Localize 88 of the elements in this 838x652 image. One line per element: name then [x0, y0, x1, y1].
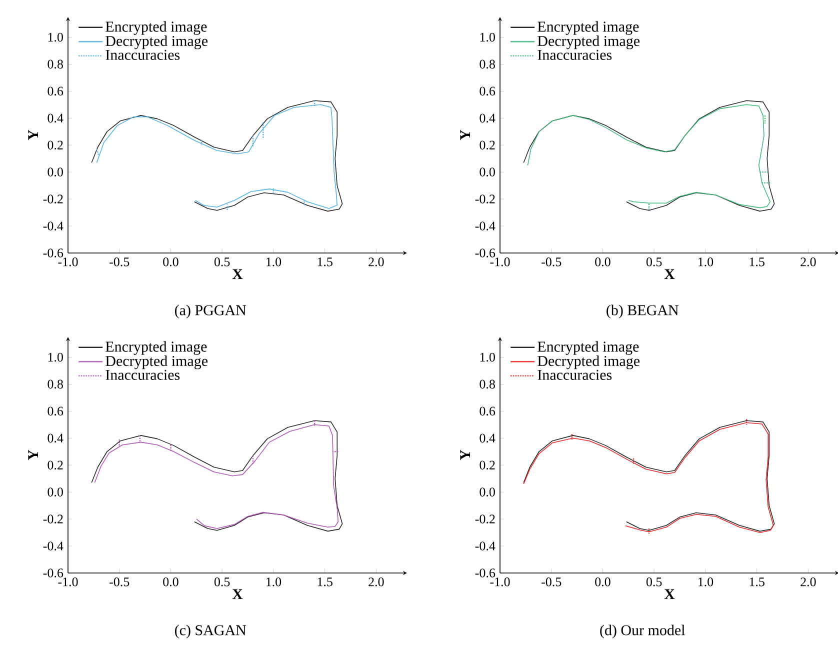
y-tick-label: -0.4 — [43, 542, 64, 550]
x-tick-label: 0.0 — [163, 578, 178, 586]
legend-label: Encrypted image — [538, 21, 639, 35]
y-tick-label: 1.0 — [480, 32, 495, 42]
x-tick-label: 0.0 — [163, 258, 178, 266]
x-tick-label: 1.0 — [698, 258, 714, 266]
y-tick-label: 0.4 — [48, 114, 64, 123]
y-tick-label: 0.2 — [480, 460, 495, 470]
legend-label: Decrypted image — [538, 36, 640, 50]
x-tick-label: -1.0 — [58, 578, 78, 586]
y-axis-title: Y — [28, 130, 38, 140]
x-tick-label: 0.5 — [214, 578, 230, 586]
x-axis-title: X — [664, 269, 675, 280]
y-tick-label: -0.2 — [475, 514, 495, 524]
y-tick-label: 1.0 — [48, 32, 63, 42]
x-tick-label: -0.5 — [542, 258, 562, 266]
x-tick-label: 1.0 — [266, 578, 282, 586]
legend-label: Decrypted image — [106, 356, 208, 370]
x-tick-label: 1.5 — [318, 578, 332, 586]
x-tick-label: -0.5 — [110, 258, 130, 266]
y-tick-label: -0.6 — [475, 248, 496, 258]
x-tick-label: 0.5 — [646, 258, 662, 266]
legend-label: Decrypted image — [538, 356, 640, 370]
x-tick-label: 2.0 — [800, 578, 816, 586]
y-axis-title: Y — [460, 450, 470, 460]
y-tick-label: 0.2 — [48, 460, 63, 470]
x-tick-label: 2.0 — [368, 578, 384, 586]
y-tick-label: 0.0 — [48, 168, 63, 176]
y-tick-label: -0.4 — [43, 222, 64, 230]
y-tick-label: 0.0 — [48, 488, 63, 497]
y-tick-label: -0.6 — [43, 568, 64, 578]
y-tick-label: -0.6 — [43, 248, 64, 258]
y-tick-label: -0.4 — [475, 222, 496, 230]
x-tick-label: 0.0 — [595, 578, 610, 586]
legend-label: Encrypted image — [538, 341, 639, 355]
y-tick-label: 0.6 — [48, 86, 64, 96]
x-tick-label: 0.0 — [595, 258, 610, 266]
x-tick-label: 1.0 — [698, 578, 714, 586]
y-tick-label: -0.2 — [475, 194, 495, 204]
y-tick-label: 0.2 — [480, 140, 495, 150]
y-tick-label: 0.8 — [480, 380, 495, 389]
x-tick-label: -1.0 — [490, 578, 510, 586]
text: (b) BEGAN — [606, 304, 678, 318]
x-tick-label: -1.0 — [490, 258, 510, 266]
x-axis-title: X — [664, 589, 675, 600]
x-tick-label: -0.5 — [110, 578, 130, 586]
y-tick-label: 0.2 — [48, 140, 63, 150]
x-tick-label: -0.5 — [542, 578, 562, 586]
y-tick-label: 1.0 — [480, 352, 495, 362]
y-tick-label: -0.4 — [475, 542, 496, 550]
x-tick-label: 1.5 — [750, 578, 764, 586]
legend-label: Decrypted image — [106, 36, 208, 50]
y-axis-title: Y — [28, 450, 38, 460]
x-tick-label: 2.0 — [800, 258, 816, 266]
legend-label: Inaccuracies — [106, 50, 180, 60]
y-tick-label: -0.2 — [43, 514, 63, 524]
y-tick-label: 0.4 — [480, 434, 496, 443]
x-tick-label: -1.0 — [58, 258, 78, 266]
text: (c) SAGAN — [175, 624, 246, 638]
x-tick-label: 0.5 — [646, 578, 662, 586]
legend-label: Encrypted image — [106, 21, 207, 35]
y-tick-label: 0.8 — [48, 380, 63, 389]
y-tick-label: -0.2 — [43, 194, 63, 204]
x-axis-title: X — [232, 269, 243, 280]
y-tick-label: 0.4 — [48, 434, 64, 443]
y-tick-label: 0.0 — [480, 488, 495, 497]
y-tick-label: 1.0 — [48, 352, 63, 362]
x-tick-label: 1.5 — [750, 258, 764, 266]
y-tick-label: 0.6 — [480, 406, 496, 416]
y-tick-label: 0.8 — [480, 60, 495, 69]
legend-label: Inaccuracies — [106, 370, 180, 380]
text: (a) PGGAN — [175, 304, 246, 318]
y-tick-label: 0.6 — [48, 406, 64, 416]
x-axis-title: X — [232, 589, 243, 600]
x-tick-label: 1.5 — [318, 258, 332, 266]
legend-label: Inaccuracies — [538, 370, 612, 380]
x-tick-label: 1.0 — [266, 258, 282, 266]
y-tick-label: -0.6 — [475, 568, 496, 578]
text: (d) Our model — [600, 624, 685, 638]
y-tick-label: 0.0 — [480, 168, 495, 176]
y-tick-label: 0.4 — [480, 114, 496, 123]
y-tick-label: 0.6 — [480, 86, 496, 96]
x-tick-label: 0.5 — [214, 258, 230, 266]
legend-label: Encrypted image — [106, 341, 207, 355]
y-axis-title: Y — [460, 130, 470, 140]
x-tick-label: 2.0 — [368, 258, 384, 266]
y-tick-label: 0.8 — [48, 60, 63, 69]
legend-label: Inaccuracies — [538, 50, 612, 60]
